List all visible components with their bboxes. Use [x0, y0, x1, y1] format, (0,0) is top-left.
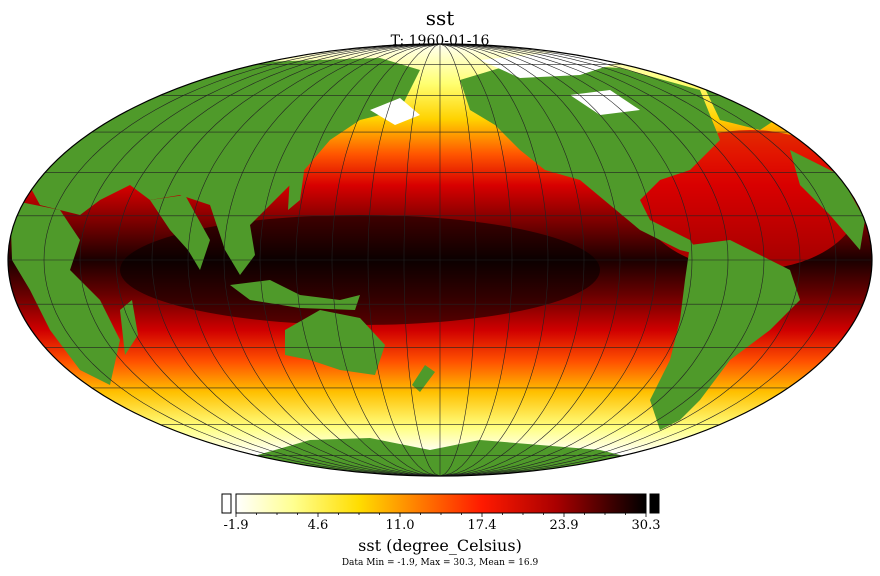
colorbar-under-swatch	[221, 493, 232, 514]
colorbar-tick-label: 17.4	[467, 518, 497, 533]
colorbar	[235, 493, 647, 514]
map-title: sst	[425, 6, 455, 30]
sea-ice-okhotsk	[370, 98, 420, 125]
land-madagascar	[120, 300, 138, 355]
colorbar-tick-label: 30.3	[631, 518, 661, 533]
colorbar-minor-ticks	[235, 513, 647, 517]
graticule	[8, 44, 872, 476]
colorbar-tick-label: -1.9	[223, 518, 249, 533]
colorbar-label: sst (degree_Celsius)	[358, 536, 522, 555]
colorbar-tick-label: 4.6	[307, 518, 329, 533]
globe	[8, 44, 872, 476]
land-europe-africa-right	[790, 150, 865, 250]
data-stats: Data Min = -1.9, Max = 30.3, Mean = 16.9	[341, 558, 539, 568]
land-new-zealand	[412, 365, 435, 392]
colorbar-over-swatch	[649, 493, 660, 514]
land-north-america	[460, 62, 720, 255]
colorbar-tick-label: 11.0	[385, 518, 415, 533]
sea-ice-arctic-canada	[480, 52, 620, 78]
sea-ice	[370, 52, 640, 125]
land-indonesia	[230, 280, 360, 310]
globe-outline	[7, 43, 873, 477]
sea-ice-hudson	[570, 90, 640, 115]
land-africa	[10, 200, 120, 385]
colorbar-tick-label: 23.9	[549, 518, 579, 533]
land-japan	[288, 165, 305, 210]
land-south-america	[650, 240, 800, 430]
land-australia	[285, 310, 385, 375]
land-india	[150, 195, 210, 270]
land-indochina	[210, 205, 255, 275]
